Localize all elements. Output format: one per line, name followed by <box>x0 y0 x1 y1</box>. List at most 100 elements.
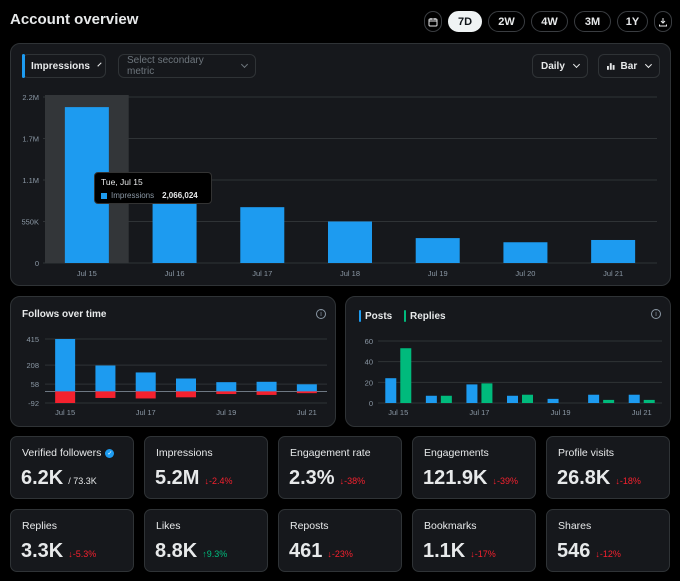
x-tick-label: Jul 19 <box>551 408 571 417</box>
range-7d-button[interactable]: 7D <box>448 11 482 32</box>
primary-metric-label: Impressions <box>31 60 90 72</box>
bar-replies <box>400 348 412 403</box>
range-selector: 7D 2W 4W 3M 1Y <box>424 11 672 32</box>
bar-gain <box>296 384 317 392</box>
metric-label: Shares <box>558 520 591 532</box>
metric-value-row: 8.8K ↑9.3% <box>155 540 227 563</box>
metric-change-down: ↓-23% <box>327 549 353 559</box>
bar-gain <box>55 339 76 392</box>
legend-replies[interactable]: Replies <box>404 307 446 325</box>
metric-total: / 73.3K <box>68 476 97 486</box>
metric-card-likes[interactable]: Likes 8.8K ↑9.3% <box>144 509 268 572</box>
download-icon[interactable] <box>654 11 672 32</box>
metric-label-text: Engagements <box>424 447 489 459</box>
chart-type-select[interactable]: Bar <box>598 54 660 78</box>
range-2w-button[interactable]: 2W <box>488 11 525 32</box>
secondary-metric-select[interactable]: Select secondary metric <box>118 54 256 78</box>
y-tick-label: 208 <box>26 361 39 370</box>
metric-label: Replies <box>22 520 57 532</box>
bar-loss <box>55 391 76 403</box>
bar-loss <box>95 391 116 398</box>
metric-card-shares[interactable]: Shares 546 ↓-12% <box>546 509 670 572</box>
metric-value: 121.9K <box>423 467 488 489</box>
metric-card-engagement-rate[interactable]: Engagement rate 2.3% ↓-38% <box>278 436 402 499</box>
y-tick-label: 1.1M <box>22 176 39 185</box>
bar <box>152 202 197 263</box>
main-chart-panel: Impressions Select secondary metric Dail… <box>10 43 671 286</box>
metric-value-row: 6.2K / 73.3K <box>21 467 97 490</box>
bar-replies <box>481 383 493 403</box>
y-tick-label: 40 <box>365 358 373 367</box>
x-tick-label: Jul 18 <box>340 269 360 278</box>
metric-label-text: Impressions <box>156 447 213 459</box>
bar-chart-icon <box>607 63 615 70</box>
bar <box>503 242 548 263</box>
bar-gain <box>256 381 277 392</box>
metric-change-down: ↓-18% <box>615 476 641 486</box>
x-tick-label: Jul 19 <box>428 269 448 278</box>
metric-value: 6.2K <box>21 467 64 489</box>
metric-card-verified-followers[interactable]: Verified followers ✓ 6.2K / 73.3K <box>10 436 134 499</box>
metric-value: 26.8K <box>557 467 611 489</box>
bar-gain <box>216 382 237 392</box>
chart-type-label: Bar <box>620 60 638 72</box>
y-tick-label: 58 <box>31 380 39 389</box>
follows-chart: 415 208 58 -92 Jul 15 Jul 17 Jul 19 Jul 21 <box>26 335 327 417</box>
metric-card-engagements[interactable]: Engagements 121.9K ↓-39% <box>412 436 536 499</box>
x-tick-label: Jul 17 <box>469 408 489 417</box>
y-tick-label: 0 <box>35 259 39 268</box>
metric-change-down: ↓-5.3% <box>68 549 97 559</box>
primary-metric-accent <box>22 54 25 78</box>
metric-label: Impressions <box>156 447 213 459</box>
metric-label: Reposts <box>290 520 329 532</box>
range-1y-button[interactable]: 1Y <box>617 11 648 32</box>
y-tick-label: 1.7M <box>22 135 39 144</box>
tooltip-date: Tue, Jul 15 <box>101 177 143 187</box>
info-icon[interactable]: i <box>316 309 326 319</box>
metric-label-text: Profile visits <box>558 447 615 459</box>
bar-loss <box>296 391 317 394</box>
interval-label: Daily <box>541 60 565 72</box>
metric-card-reposts[interactable]: Reposts 461 ↓-23% <box>278 509 402 572</box>
range-3m-button[interactable]: 3M <box>574 11 611 32</box>
x-tick-label: Jul 21 <box>603 269 623 278</box>
x-tick-label: Jul 16 <box>165 269 185 278</box>
x-tick-label: Jul 17 <box>252 269 272 278</box>
info-icon[interactable]: i <box>651 309 661 319</box>
chart-tooltip: Tue, Jul 15 Impressions 2,066,024 <box>94 172 212 204</box>
metric-card-profile-visits[interactable]: Profile visits 26.8K ↓-18% <box>546 436 670 499</box>
metric-label-text: Reposts <box>290 520 329 532</box>
y-tick-label: 415 <box>26 335 39 344</box>
interval-select[interactable]: Daily <box>532 54 588 78</box>
x-tick-label: Jul 19 <box>216 408 236 417</box>
bar-posts <box>385 378 397 403</box>
bar-gain <box>176 378 196 392</box>
x-tick-label: Jul 21 <box>297 408 317 417</box>
page-title: Account overview <box>10 11 139 28</box>
bar-replies <box>643 399 655 403</box>
tooltip-swatch <box>101 192 107 199</box>
metric-card-impressions[interactable]: Impressions 5.2M ↓-2.4% <box>144 436 268 499</box>
metric-label-text: Likes <box>156 520 181 532</box>
x-tick-label: Jul 20 <box>515 269 535 278</box>
metric-value-row: 461 ↓-23% <box>289 540 353 563</box>
metric-card-bookmarks[interactable]: Bookmarks 1.1K ↓-17% <box>412 509 536 572</box>
metric-value: 1.1K <box>423 540 466 562</box>
y-tick-label: -92 <box>28 399 39 408</box>
primary-metric-select[interactable]: Impressions <box>22 54 106 78</box>
y-tick-label: 550K <box>21 218 39 227</box>
metric-label: Engagement rate <box>290 447 371 459</box>
legend-posts[interactable]: Posts <box>359 307 392 325</box>
metric-value-row: 5.2M ↓-2.4% <box>155 467 232 490</box>
bar-posts <box>507 395 518 403</box>
calendar-icon[interactable] <box>424 11 442 32</box>
metric-card-replies[interactable]: Replies 3.3K ↓-5.3% <box>10 509 134 572</box>
range-4w-button[interactable]: 4W <box>531 11 568 32</box>
bar <box>591 239 636 263</box>
bar-posts <box>466 384 478 403</box>
bar-loss <box>176 391 196 398</box>
bar-posts <box>588 394 600 403</box>
metric-label: Likes <box>156 520 181 532</box>
metric-value-row: 3.3K ↓-5.3% <box>21 540 96 563</box>
verified-badge-icon: ✓ <box>105 448 115 458</box>
